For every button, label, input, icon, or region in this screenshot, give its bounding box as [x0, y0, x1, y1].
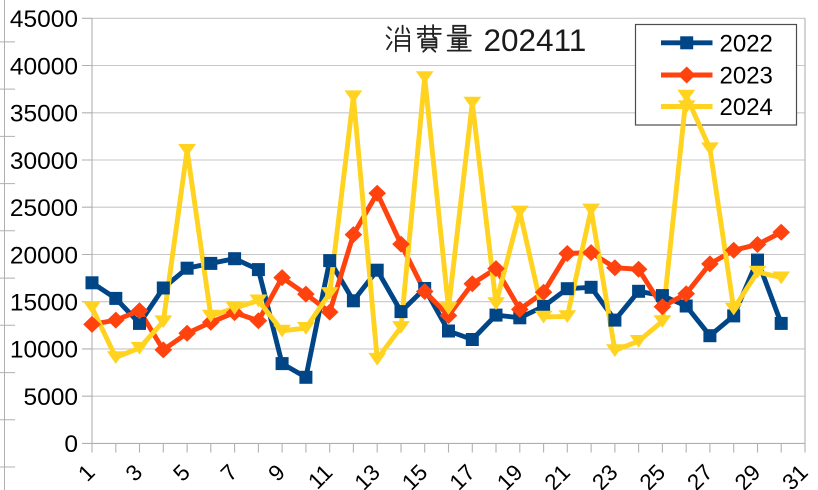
svg-text:20000: 20000 [10, 242, 78, 269]
svg-text:40000: 40000 [10, 53, 78, 80]
svg-text:30000: 30000 [10, 148, 78, 175]
svg-text:45000: 45000 [10, 6, 78, 33]
svg-text:0: 0 [64, 431, 78, 458]
svg-text:15000: 15000 [10, 290, 78, 317]
svg-text:202411: 202411 [484, 22, 587, 58]
svg-text:25000: 25000 [10, 195, 78, 222]
svg-text:2022: 2022 [720, 31, 773, 58]
svg-text:2024: 2024 [720, 94, 773, 121]
svg-text:35000: 35000 [10, 101, 78, 128]
svg-text:5000: 5000 [23, 384, 78, 411]
svg-text:2023: 2023 [720, 63, 773, 90]
svg-text:10000: 10000 [10, 337, 78, 364]
